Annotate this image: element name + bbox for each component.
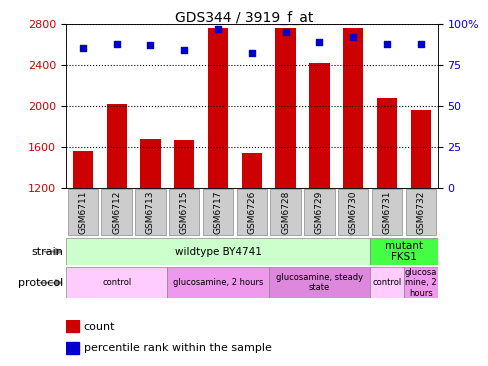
Text: control: control [371,278,401,287]
FancyBboxPatch shape [169,190,199,235]
Text: GSM6731: GSM6731 [382,191,391,234]
Bar [174,140,194,188]
Point [180,47,188,53]
Bar [343,28,363,188]
Text: mutant
FKS1: mutant FKS1 [384,241,422,262]
Text: percentile rank within the sample: percentile rank within the sample [83,343,271,354]
Text: GSM6713: GSM6713 [146,191,155,234]
Point [348,34,356,40]
Bar [376,98,396,188]
Point [382,41,390,46]
Bar [140,139,160,188]
Bar [410,110,430,188]
Text: GSM6730: GSM6730 [348,191,357,234]
Point [214,26,222,32]
Text: GSM6711: GSM6711 [78,191,87,234]
FancyBboxPatch shape [270,190,300,235]
Text: GSM6715: GSM6715 [180,191,188,234]
FancyBboxPatch shape [405,190,435,235]
Bar [167,267,268,298]
FancyBboxPatch shape [304,190,334,235]
Bar [73,152,93,188]
Text: GSM6732: GSM6732 [415,191,425,234]
Point [79,46,87,52]
Point [281,29,289,35]
Text: GSM6712: GSM6712 [112,191,121,234]
Point [416,41,424,46]
Bar [241,153,262,188]
Text: protocol: protocol [18,278,63,288]
Text: glucosamine, steady
state: glucosamine, steady state [275,273,362,292]
Point [146,42,154,48]
Bar [403,267,437,298]
Text: GSM6728: GSM6728 [281,191,289,234]
FancyBboxPatch shape [102,190,132,235]
Bar [369,267,403,298]
Bar [369,238,437,265]
Text: GSM6726: GSM6726 [247,191,256,234]
FancyBboxPatch shape [203,190,233,235]
Bar [66,342,79,354]
Bar [66,320,79,332]
Text: control: control [102,278,131,287]
Text: GDS344 / 3919_f_at: GDS344 / 3919_f_at [175,11,313,25]
Bar [207,28,228,188]
Bar [275,28,295,188]
Text: glucosamine, 2 hours: glucosamine, 2 hours [173,278,263,287]
Bar [268,267,369,298]
Bar [66,238,369,265]
FancyBboxPatch shape [236,190,266,235]
Text: count: count [83,322,115,332]
FancyBboxPatch shape [135,190,165,235]
FancyBboxPatch shape [67,190,98,235]
Bar [106,104,126,188]
Point [315,39,323,45]
Text: wildtype BY4741: wildtype BY4741 [174,247,261,257]
Bar [308,63,329,188]
Bar [66,267,167,298]
Point [113,41,121,46]
Text: strain: strain [32,247,63,257]
FancyBboxPatch shape [337,190,367,235]
Text: glucosa
mine, 2
hours: glucosa mine, 2 hours [404,268,436,298]
FancyBboxPatch shape [371,190,401,235]
Text: GSM6717: GSM6717 [213,191,222,234]
Point [247,51,255,56]
Text: GSM6729: GSM6729 [314,191,323,234]
